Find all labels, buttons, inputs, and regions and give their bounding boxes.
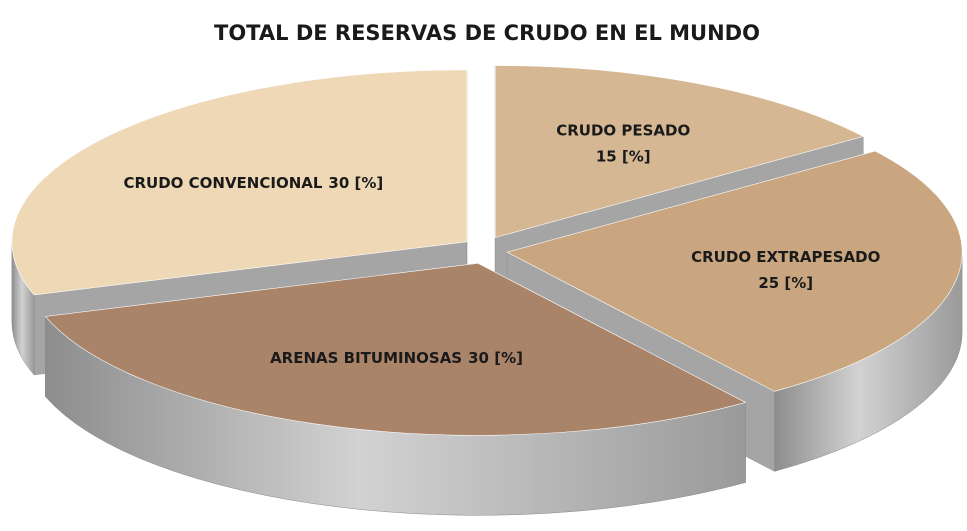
slice-label-value: 30 [%] xyxy=(468,349,523,367)
slice-label: CRUDO CONVENCIONAL 30 [%] xyxy=(123,174,383,192)
slice-top xyxy=(506,150,963,392)
chart-title: TOTAL DE RESERVAS DE CRUDO EN EL MUNDO xyxy=(214,21,760,45)
slice-top xyxy=(44,263,747,436)
slice-label: ARENAS BITUMINOSAS 30 [%] xyxy=(270,349,523,367)
slice-label-value: 25 [%] xyxy=(758,273,813,291)
slice-label-category: CRUDO PESADO xyxy=(556,121,690,139)
slice-label-value: 15 [%] xyxy=(596,147,651,165)
slice-label-category: CRUDO CONVENCIONAL xyxy=(123,174,322,192)
slice-top xyxy=(494,65,865,238)
slice-label-category: CRUDO EXTRAPESADO xyxy=(691,247,880,265)
slice-label: CRUDO PESADO 15 [%] xyxy=(556,121,690,165)
slice-label: CRUDO EXTRAPESADO 25 [%] xyxy=(691,247,880,291)
slice-label-category: ARENAS BITUMINOSAS xyxy=(270,349,462,367)
slice-label-value: 30 [%] xyxy=(328,174,383,192)
slice xyxy=(44,262,747,516)
slice-top xyxy=(11,69,468,296)
